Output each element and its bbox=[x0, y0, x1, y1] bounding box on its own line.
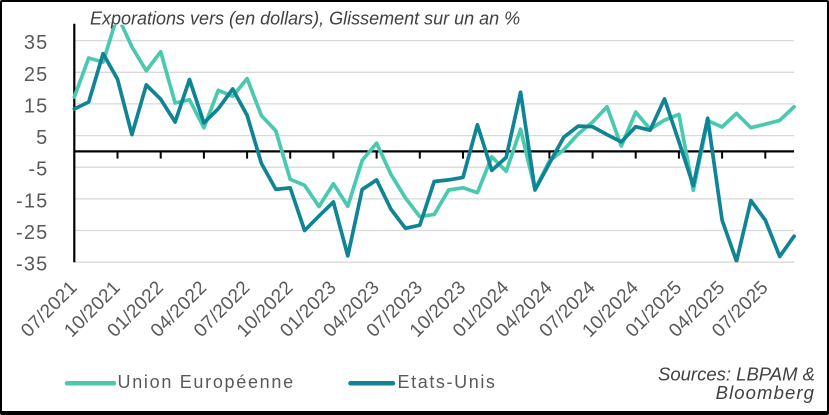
svg-text:Union Européenne: Union Européenne bbox=[118, 372, 295, 392]
svg-text:Etats-Unis: Etats-Unis bbox=[398, 372, 497, 392]
svg-text:Sources: LBPAM &: Sources: LBPAM & bbox=[658, 363, 815, 384]
svg-text:25: 25 bbox=[24, 64, 49, 86]
svg-text:-25: -25 bbox=[16, 222, 49, 244]
svg-text:Bloomberg: Bloomberg bbox=[716, 382, 815, 403]
svg-text:15: 15 bbox=[24, 95, 49, 117]
svg-text:35: 35 bbox=[24, 32, 49, 54]
svg-text:5: 5 bbox=[36, 127, 48, 149]
svg-text:-5: -5 bbox=[28, 159, 48, 181]
svg-text:-35: -35 bbox=[16, 254, 49, 276]
svg-text:Exporations vers (en dollars),: Exporations vers (en dollars), Glissemen… bbox=[90, 8, 520, 28]
svg-text:-15: -15 bbox=[16, 190, 49, 212]
